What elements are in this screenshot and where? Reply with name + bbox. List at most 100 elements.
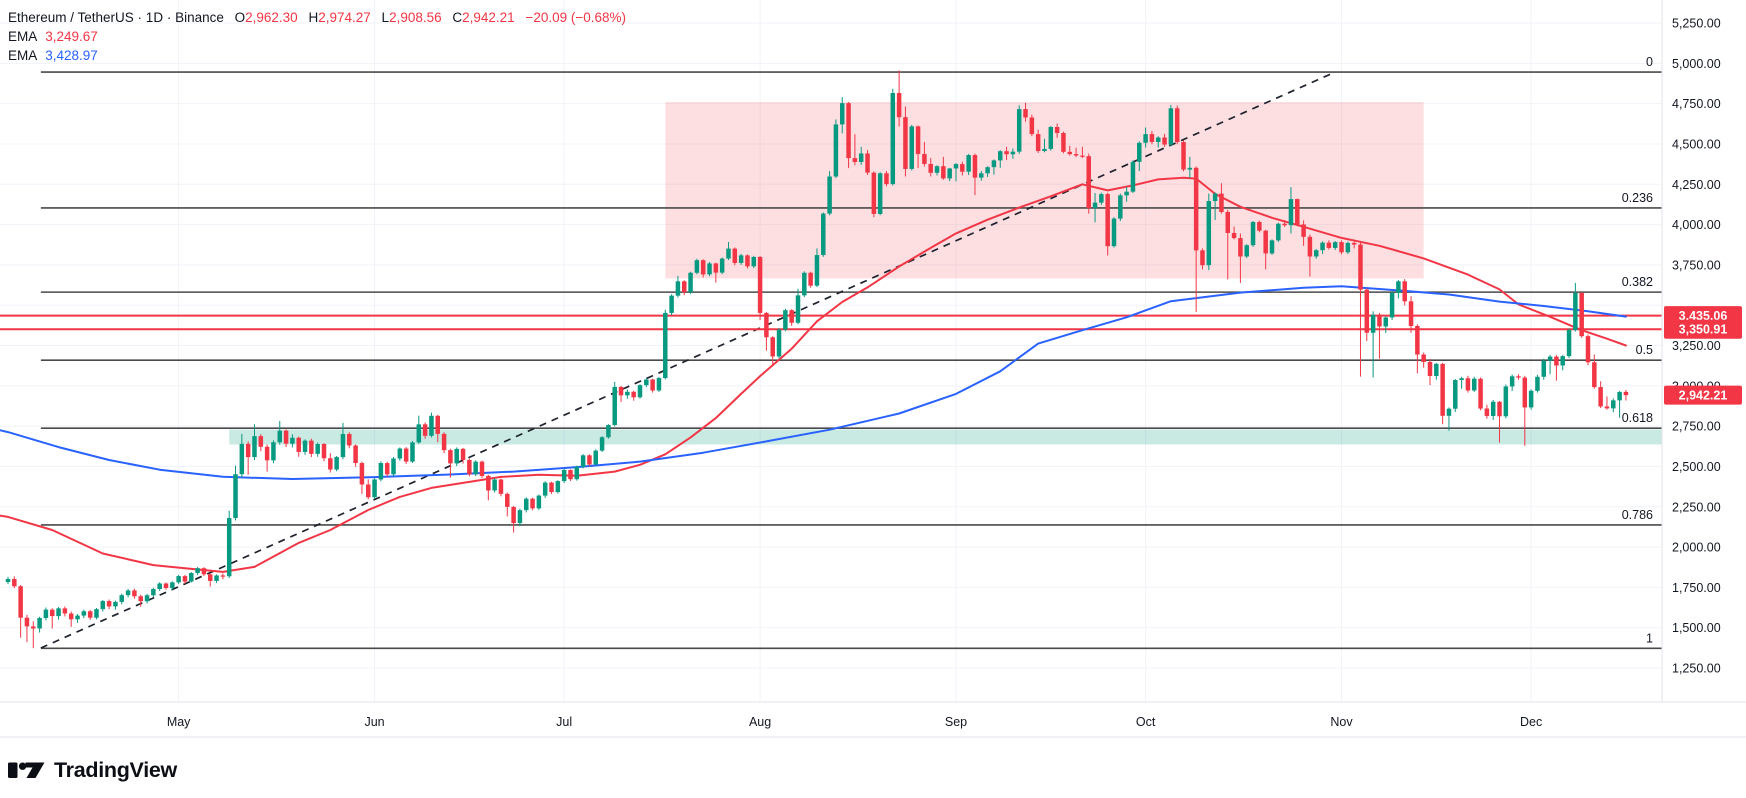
indicator-row-ema-slow[interactable]: EMA 3,428.97: [8, 46, 626, 65]
month-label-Jul[interactable]: Jul: [556, 715, 572, 729]
candle-body: [81, 611, 87, 616]
candle-body: [1048, 127, 1054, 149]
candle-body: [536, 495, 542, 509]
candle-body: [264, 446, 270, 461]
candle-body: [378, 463, 384, 480]
symbol-title[interactable]: Ethereum / TetherUS · 1D · Binance: [8, 10, 224, 25]
month-label-Aug[interactable]: Aug: [749, 715, 771, 729]
candle-body: [1332, 242, 1338, 248]
candle-body: [1162, 137, 1167, 145]
candle-body: [523, 498, 529, 511]
candle-body: [441, 433, 447, 451]
candle-body: [1585, 336, 1591, 363]
candle-body: [612, 386, 617, 425]
month-label-Sep[interactable]: Sep: [945, 715, 967, 729]
candle-body: [75, 615, 80, 620]
candle-body: [340, 434, 346, 458]
dashed-trendline[interactable]: [40, 71, 1336, 649]
candle-body: [1377, 314, 1382, 327]
candle-body: [1073, 154, 1079, 156]
ema-fast-curve: [0, 176, 1627, 573]
last-price-badge: [1664, 385, 1742, 405]
candle-body: [1288, 199, 1294, 226]
candle-body: [473, 461, 478, 475]
candle-body: [979, 173, 984, 178]
month-label-May[interactable]: May: [167, 715, 191, 729]
candle-body: [1434, 363, 1439, 376]
month-label-Oct[interactable]: Oct: [1136, 715, 1156, 729]
candle-body: [138, 596, 143, 602]
candle-body: [201, 568, 207, 575]
price-axis[interactable]: 5,250.00 5,000.00 4,750.00 4,500.00 4,250.00…: [1661, 0, 1742, 702]
candle-body: [100, 601, 106, 610]
candle-body: [1174, 108, 1180, 143]
demand-zone[interactable]: [229, 429, 1663, 445]
candle-body: [928, 163, 933, 173]
month-label-Nov[interactable]: Nov: [1330, 715, 1353, 729]
candle-body: [1219, 193, 1224, 212]
fib-label-0.236: 0.236: [1622, 191, 1653, 205]
price-tick-label: 4,750.00: [1672, 97, 1721, 111]
time-axis[interactable]: May Jun Jul Aug Sep Oct Nov Dec: [0, 701, 1746, 738]
candle-body: [555, 481, 561, 493]
candle-body: [1206, 201, 1212, 266]
candle-body: [1029, 117, 1035, 135]
candle-body: [1320, 242, 1325, 251]
candle-body: [1295, 199, 1300, 225]
fib-retracement[interactable]: 0 0.236 0.382 0.5 0.618 0.786 1: [40, 55, 1662, 650]
candle-body: [669, 295, 674, 313]
candle-body: [1383, 317, 1389, 327]
candle-body: [1503, 386, 1509, 417]
candle-body: [43, 609, 49, 619]
candle-body: [359, 463, 365, 485]
candle-body: [410, 442, 415, 462]
candle-body: [593, 450, 599, 465]
price-tick-label: 1,250.00: [1672, 662, 1721, 676]
indicator-row-ema-fast[interactable]: EMA 3,249.67: [8, 27, 626, 46]
candle-body: [1193, 167, 1199, 251]
change-value: −20.09 (−0.68%): [525, 10, 627, 25]
candle-body: [1573, 292, 1578, 331]
candle-body: [1010, 151, 1016, 155]
candle-body: [941, 166, 946, 179]
candle-body: [1282, 223, 1287, 226]
candle-body: [1067, 151, 1073, 155]
candle-body: [18, 586, 23, 618]
month-label-Jun[interactable]: Jun: [364, 715, 384, 729]
candle-body: [1598, 387, 1603, 407]
price-tick-label: 2,500.00: [1672, 460, 1721, 474]
candle-body: [328, 458, 333, 470]
tradingview-logo[interactable]: TradingView: [8, 758, 177, 783]
candle-body: [587, 455, 592, 465]
month-label-Dec[interactable]: Dec: [1520, 715, 1542, 729]
supply-zone[interactable]: [665, 102, 1424, 279]
trendline[interactable]: [40, 71, 1336, 649]
candle-body: [764, 312, 769, 338]
candle-body: [498, 479, 504, 494]
candle-body: [24, 617, 30, 627]
symbol-row[interactable]: Ethereum / TetherUS · 1D · Binance O2,96…: [8, 8, 626, 27]
candle-body: [783, 310, 788, 330]
candle-body: [309, 440, 314, 454]
candle-body: [1269, 240, 1275, 254]
candle-body: [1345, 242, 1351, 253]
candle-body: [1181, 142, 1186, 170]
price-tick-label: 1,750.00: [1672, 581, 1721, 595]
candle-body: [1415, 325, 1420, 355]
last-price-badge-text: 2,942.21: [1679, 389, 1728, 403]
candle-body: [1339, 242, 1344, 253]
price-tick-label: 2,000.00: [1672, 541, 1721, 555]
candle-body: [681, 281, 687, 293]
price-level-badge-text: 3,350.91: [1679, 323, 1728, 337]
fib-label-0.786: 0.786: [1622, 508, 1653, 522]
candle-body: [606, 424, 611, 438]
candle-body: [245, 443, 251, 458]
horizontal-price-lines[interactable]: [0, 314, 1662, 331]
candle-body: [1459, 378, 1464, 381]
candle-body: [1547, 356, 1553, 361]
candle-body: [517, 510, 523, 524]
candle-body: [1016, 109, 1022, 152]
candle-body: [896, 92, 902, 118]
candle-body: [1118, 195, 1123, 219]
